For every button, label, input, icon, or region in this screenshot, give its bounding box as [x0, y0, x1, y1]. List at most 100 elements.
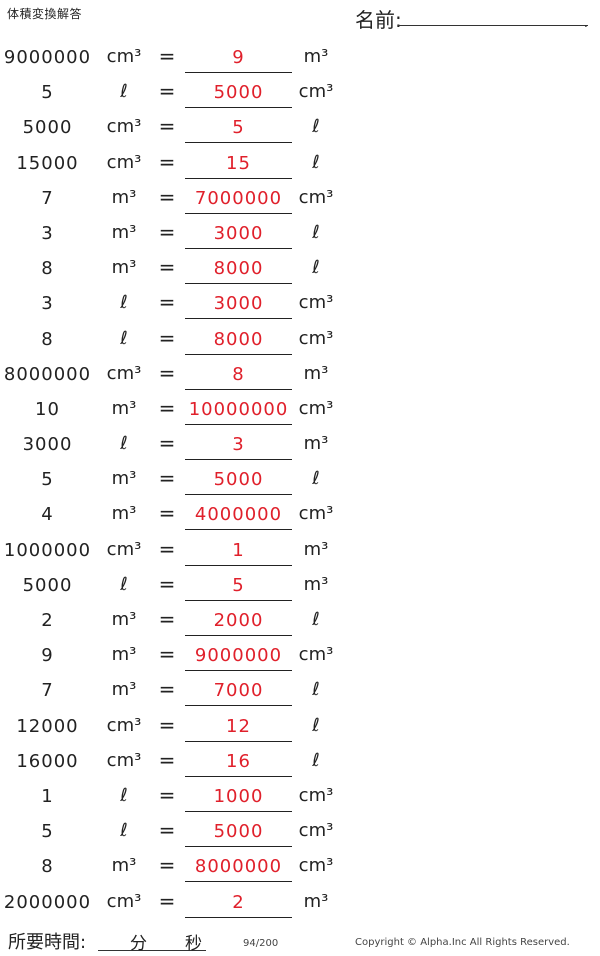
answer-underline — [185, 775, 292, 777]
answer-underline — [185, 564, 292, 566]
target-unit: ℓ — [312, 679, 320, 701]
answer-underline — [185, 810, 292, 812]
source-unit: cm³ — [106, 890, 142, 912]
page-number: 94/200 — [243, 938, 279, 949]
problem-quantity: 8 — [41, 328, 54, 350]
equals-sign: = — [158, 501, 176, 526]
problem-row: 2 m³ = 2000 ℓ — [0, 603, 340, 638]
answer-value: 9000000 — [194, 645, 283, 667]
answer-value: 9 — [232, 47, 245, 68]
source-unit: m³ — [111, 609, 137, 630]
problem-row: 2000000 cm³ = 2 m³ — [0, 885, 340, 920]
equals-sign: = — [158, 431, 176, 456]
equals-sign: = — [158, 149, 176, 174]
answer-underline — [185, 72, 292, 73]
answer-underline — [185, 107, 292, 109]
answer-underline — [185, 916, 292, 918]
source-unit: m³ — [111, 257, 137, 279]
problem-row: 8 ℓ = 8000 cm³ — [0, 322, 340, 357]
problem-quantity: 9000000 — [3, 47, 92, 68]
answer-underline — [185, 881, 292, 883]
worksheet-title: 体積変換解答 — [7, 7, 83, 21]
equals-sign: = — [158, 325, 176, 350]
answer-value: 3000 — [213, 222, 264, 244]
source-unit: m³ — [111, 855, 137, 877]
target-unit: ℓ — [312, 468, 320, 490]
name-label: 名前: — [355, 8, 402, 32]
answer-value: 5 — [232, 117, 245, 139]
problem-quantity: 8000000 — [3, 363, 92, 385]
target-unit: cm³ — [298, 327, 334, 349]
problem-row: 1000000 cm³ = 1 m³ — [0, 533, 340, 568]
problem-row: 7 m³ = 7000000 cm³ — [0, 181, 340, 216]
source-unit: m³ — [111, 468, 137, 490]
equals-sign: = — [158, 255, 176, 280]
problem-quantity: 4 — [41, 504, 54, 526]
target-unit: cm³ — [298, 397, 334, 419]
answer-underline — [185, 212, 292, 214]
answer-underline — [185, 177, 292, 179]
answer-value: 3 — [232, 434, 245, 456]
target-unit: cm³ — [298, 644, 334, 666]
problem-row: 16000 cm³ = 16 ℓ — [0, 744, 340, 779]
problem-row: 5000 ℓ = 5 m³ — [0, 568, 340, 603]
problem-quantity: 3 — [41, 222, 54, 244]
time-required-label: 所要時間: — [8, 932, 87, 953]
equals-sign: = — [158, 607, 176, 631]
problem-quantity: 2000000 — [3, 891, 92, 913]
target-unit: cm³ — [298, 503, 334, 525]
answer-value: 1 — [232, 539, 245, 561]
source-unit: m³ — [111, 644, 137, 666]
problem-row: 5 ℓ = 5000 cm³ — [0, 75, 340, 110]
name-field-line — [398, 25, 588, 26]
time-field-line — [98, 950, 206, 951]
answer-underline — [185, 459, 292, 461]
equals-sign: = — [158, 853, 176, 878]
problem-row: 10 m³ = 10000000 cm³ — [0, 392, 340, 427]
target-unit: m³ — [303, 46, 329, 67]
problem-quantity: 2 — [41, 610, 54, 631]
target-unit: m³ — [303, 538, 329, 560]
equals-sign: = — [158, 888, 176, 913]
equals-sign: = — [158, 466, 176, 491]
source-unit: cm³ — [106, 116, 142, 138]
problem-row: 4 m³ = 4000000 cm³ — [0, 497, 340, 532]
problem-row: 8000000 cm³ = 8 m³ — [0, 357, 340, 392]
copyright-notice: Copyright © Alpha.Inc All Rights Reserve… — [355, 937, 570, 948]
target-unit: m³ — [303, 433, 329, 455]
equals-sign: = — [158, 536, 176, 561]
problem-row: 5 m³ = 5000 ℓ — [0, 462, 340, 497]
equals-sign: = — [158, 290, 176, 315]
problem-quantity: 15000 — [16, 152, 79, 174]
target-unit: m³ — [303, 573, 329, 595]
target-unit: ℓ — [312, 151, 320, 173]
problem-quantity: 1000000 — [3, 539, 92, 561]
source-unit: ℓ — [120, 573, 128, 595]
answer-value: 8000000 — [194, 856, 283, 878]
problem-row: 9 m³ = 9000000 cm³ — [0, 638, 340, 673]
problem-quantity: 9 — [41, 645, 54, 667]
problem-row: 5000 cm³ = 5 ℓ — [0, 110, 340, 145]
answer-value: 5000 — [213, 469, 264, 491]
target-unit: cm³ — [298, 820, 334, 842]
target-unit: cm³ — [298, 855, 334, 877]
source-unit: m³ — [111, 679, 137, 701]
problem-quantity: 8 — [41, 258, 54, 280]
problem-row: 15000 cm³ = 15 ℓ — [0, 146, 340, 181]
problem-row: 8 m³ = 8000000 cm³ — [0, 849, 340, 884]
problem-list: 9000000 cm³ = 9 m³ 5 ℓ = 5000 cm³ 5000 cm³ = 5 ℓ 15000 c… — [0, 40, 340, 920]
answer-underline — [185, 423, 292, 425]
equals-sign: = — [158, 44, 176, 68]
target-unit: cm³ — [298, 292, 334, 314]
equals-sign: = — [158, 677, 176, 702]
problem-row: 9000000 cm³ = 9 m³ — [0, 40, 340, 75]
equals-sign: = — [158, 818, 176, 843]
problem-quantity: 5000 — [22, 574, 73, 596]
problem-row: 1 ℓ = 1000 cm³ — [0, 779, 340, 814]
equals-sign: = — [158, 571, 176, 596]
answer-value: 1000 — [213, 785, 264, 807]
problem-quantity: 5000 — [22, 117, 73, 139]
problem-quantity: 12000 — [16, 715, 79, 737]
source-unit: cm³ — [106, 749, 142, 771]
source-unit: ℓ — [120, 327, 128, 349]
